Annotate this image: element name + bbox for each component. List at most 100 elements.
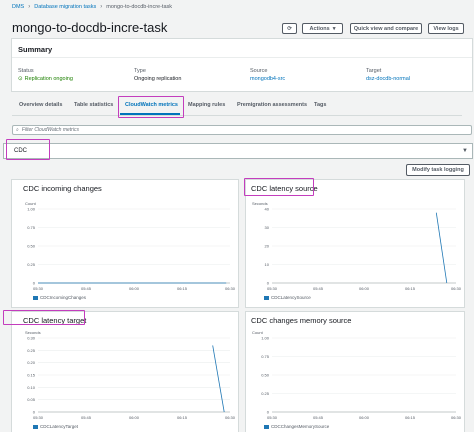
y-axis-unit: Count <box>252 330 263 335</box>
line-chart-latency-target: 0.30 0.25 0.20 0.15 0.10 0.05 005:30 05:45 06:00… <box>27 336 236 421</box>
chart-title: CDC latency target <box>23 316 87 325</box>
breadcrumb-dms[interactable]: DMS <box>12 4 25 10</box>
chart-title: CDC latency source <box>251 184 318 193</box>
target-label: Target <box>366 68 382 74</box>
legend-swatch <box>264 424 269 429</box>
series-line <box>212 345 225 413</box>
x-tick-label: 05:30 <box>267 415 278 420</box>
status-text: Replication ongoing <box>24 76 73 82</box>
x-tick-label: 06:30 <box>225 415 236 420</box>
actions-button[interactable]: Actions ▾ <box>302 23 343 34</box>
source-label: Source <box>250 68 268 74</box>
selected-metric-group: CDC <box>14 148 27 154</box>
status-value: ⊙ Replication ongoing <box>18 76 73 82</box>
y-tick-label: 0.75 <box>27 225 36 230</box>
source-link[interactable]: mongodb4-src <box>250 76 286 82</box>
x-tick-label: 06:15 <box>405 286 416 291</box>
y-tick-label: 0.10 <box>27 385 36 390</box>
select-highlight-box <box>6 139 50 160</box>
x-tick-label: 06:30 <box>225 286 236 291</box>
x-tick-label: 06:30 <box>451 415 462 420</box>
series-line <box>435 212 448 284</box>
y-tick-label: 0 <box>267 281 270 286</box>
x-tick-label: 05:45 <box>313 415 324 420</box>
y-tick-label: 0 <box>33 410 36 415</box>
x-tick-label: 06:15 <box>177 415 188 420</box>
search-icon: ⌕ <box>16 127 19 133</box>
line-chart-latency-source: 40 30 20 10 005:30 05:45 06:00 06:15 06:30 <box>265 207 462 292</box>
line-chart-incoming-changes: 1.00 0.75 0.50 0.25 005:30 05:45 06:00 06:15 06:… <box>27 207 236 292</box>
tab-highlight-box <box>118 96 184 118</box>
y-tick-label: 40 <box>265 207 270 212</box>
y-tick-label: 0.05 <box>27 397 36 402</box>
y-axis-unit: Seconds <box>252 201 268 206</box>
legend-swatch <box>33 295 38 300</box>
chart-legend[interactable]: CDCLatencySource <box>264 295 311 300</box>
x-tick-label: 06:00 <box>129 415 140 420</box>
type-value: Ongoing replication <box>134 76 182 82</box>
x-tick-label: 05:30 <box>33 415 44 420</box>
active-tab-indicator <box>120 113 180 115</box>
page-title: mongo-to-docdb-incre-task <box>12 20 168 35</box>
y-tick-label: 0.75 <box>261 354 270 359</box>
type-label: Type <box>134 68 146 74</box>
chevron-right-icon: › <box>28 4 31 10</box>
view-logs-button[interactable]: View logs <box>428 23 464 34</box>
x-tick-label: 06:15 <box>405 415 416 420</box>
status-label: Status <box>18 68 34 74</box>
summary-title: Summary <box>18 45 53 54</box>
legend-swatch <box>264 295 269 300</box>
view-logs-label: View logs <box>433 25 459 32</box>
y-tick-label: 0.25 <box>261 391 270 396</box>
chart-legend[interactable]: CDCIncomingChanges <box>33 295 86 300</box>
caret-down-icon: ▾ <box>332 25 336 32</box>
y-tick-label: 0.20 <box>27 360 36 365</box>
chart-legend[interactable]: CDCChangesMemorySource <box>264 424 329 429</box>
tab-premigration-assessments[interactable]: Premigration assessments <box>237 102 308 108</box>
actions-button-label: Actions <box>309 25 330 32</box>
tab-tags[interactable]: Tags <box>314 102 327 108</box>
quick-view-label: Quick view and compare <box>353 25 419 32</box>
chart-title: CDC changes memory source <box>251 316 352 325</box>
chevron-right-icon: › <box>100 4 103 10</box>
legend-label: CDCLatencySource <box>271 295 311 300</box>
y-tick-label: 0.15 <box>27 373 36 378</box>
y-tick-label: 0.25 <box>27 348 36 353</box>
tab-table-statistics[interactable]: Table statistics <box>74 102 114 108</box>
x-tick-label: 05:45 <box>313 286 324 291</box>
legend-label: CDCIncomingChanges <box>40 295 87 300</box>
modify-task-logging-button[interactable]: Modify task logging <box>406 164 470 176</box>
summary-divider <box>12 57 472 58</box>
y-tick-label: 10 <box>265 262 270 267</box>
filter-placeholder: Filter CloudWatch metrics <box>21 127 79 133</box>
refresh-button[interactable]: ⟳ <box>282 23 297 34</box>
tab-cloudwatch-metrics[interactable]: CloudWatch metrics <box>125 102 178 108</box>
x-tick-label: 05:45 <box>81 415 92 420</box>
x-tick-label: 05:45 <box>81 286 92 291</box>
x-tick-label: 06:00 <box>359 286 370 291</box>
target-link[interactable]: dsz-docdb-normal <box>366 76 411 82</box>
y-tick-label: 1.00 <box>261 336 270 341</box>
quick-view-button[interactable]: Quick view and compare <box>350 23 422 34</box>
filter-metrics-input[interactable]: ⌕ Filter CloudWatch metrics <box>12 125 472 135</box>
chart-panel-latency-source <box>246 180 464 307</box>
x-tick-label: 06:00 <box>129 286 140 291</box>
tab-overview-details[interactable]: Overview details <box>19 102 63 108</box>
y-axis-unit: Count <box>25 201 36 206</box>
legend-label: CDCChangesMemorySource <box>271 424 330 429</box>
check-circle-icon: ⊙ <box>18 76 23 82</box>
legend-swatch <box>33 424 38 429</box>
y-tick-label: 20 <box>265 244 270 249</box>
tab-mapping-rules[interactable]: Mapping rules <box>188 102 226 108</box>
x-tick-label: 06:00 <box>359 415 370 420</box>
refresh-icon: ⟳ <box>287 25 292 32</box>
breadcrumb-tasks[interactable]: Database migration tasks <box>34 4 97 10</box>
x-tick-label: 05:30 <box>33 286 44 291</box>
x-tick-label: 06:15 <box>177 286 188 291</box>
y-tick-label: 0.30 <box>27 336 36 341</box>
y-tick-label: 0 <box>267 410 270 415</box>
breadcrumb-current: mongo-to-docdb-incre-task <box>106 4 173 10</box>
chart-legend[interactable]: CDCLatencyTarget <box>33 424 78 429</box>
y-tick-label: 0.50 <box>27 244 36 249</box>
metric-group-select[interactable]: CDC ▼ <box>3 143 473 159</box>
